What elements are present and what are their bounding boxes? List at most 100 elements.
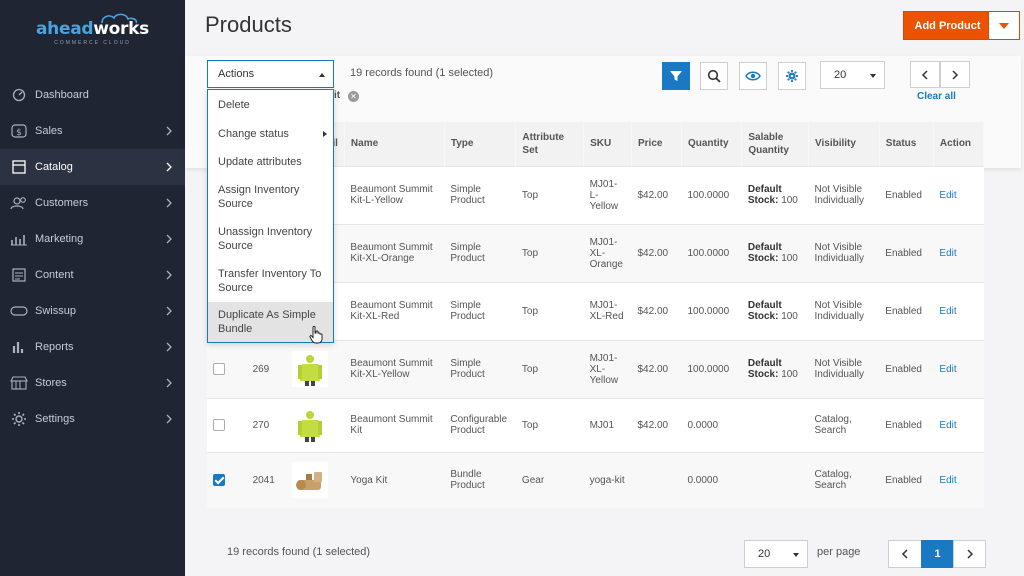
per-page-select-top[interactable]: 20 bbox=[820, 61, 885, 89]
columns-view-button[interactable] bbox=[739, 62, 767, 90]
menu-item-assign-inventory-source[interactable]: Assign Inventory Source bbox=[218, 184, 300, 210]
row-attribute-set: Top bbox=[515, 339, 584, 398]
col-quantity[interactable]: Quantity bbox=[681, 122, 743, 166]
row-name: Beaumont Summit Kit bbox=[344, 397, 445, 452]
caret-down-icon bbox=[999, 22, 1009, 29]
table-row: 2041 Yoga Kit Bundle Product Gear yoga-k… bbox=[207, 451, 984, 508]
add-product-button[interactable]: Add Product bbox=[903, 11, 1020, 40]
sidebar-item-dashboard[interactable]: Dashboard bbox=[0, 77, 185, 113]
sidebar-item-sales[interactable]: $ Sales bbox=[0, 113, 185, 149]
actions-select[interactable]: Actions bbox=[207, 60, 334, 88]
row-visibility: Catalog, Search bbox=[808, 451, 880, 508]
sidebar-item-catalog[interactable]: Catalog bbox=[0, 149, 185, 185]
row-sku: MJ01-XL-Red bbox=[583, 281, 632, 340]
next-page-button-bottom[interactable] bbox=[953, 540, 986, 568]
prev-page-button-bottom[interactable] bbox=[888, 540, 922, 568]
col-name[interactable]: Name bbox=[344, 122, 445, 166]
edit-link[interactable]: Edit bbox=[939, 363, 957, 375]
row-action-cell: Edit bbox=[933, 451, 984, 508]
caret-down-icon bbox=[870, 74, 876, 78]
row-attribute-set: Gear bbox=[515, 451, 584, 508]
sidebar-item-settings[interactable]: Settings bbox=[0, 401, 185, 437]
row-salable-quantity bbox=[741, 451, 809, 508]
menu-item-update-attributes[interactable]: Update attributes bbox=[218, 156, 302, 168]
row-sku: MJ01 bbox=[583, 397, 632, 452]
edit-link[interactable]: Edit bbox=[939, 189, 957, 201]
col-status[interactable]: Status bbox=[879, 122, 934, 166]
sidebar-item-label: Customers bbox=[35, 197, 89, 209]
col-attribute-set[interactable]: Attribute Set bbox=[515, 122, 585, 166]
row-quantity: 100.0000 bbox=[681, 223, 742, 282]
chevron-right-icon bbox=[166, 126, 172, 136]
row-action-cell: Edit bbox=[933, 165, 984, 224]
edit-link[interactable]: Edit bbox=[939, 419, 957, 431]
col-type[interactable]: Type bbox=[444, 122, 517, 166]
settings-button[interactable] bbox=[778, 62, 806, 90]
edit-link[interactable]: Edit bbox=[939, 474, 957, 486]
search-button[interactable] bbox=[700, 62, 728, 90]
row-sku: MJ01-XL-Orange bbox=[583, 223, 632, 282]
next-page-button-top[interactable] bbox=[940, 61, 970, 88]
chevron-right-icon bbox=[166, 342, 172, 352]
sidebar-item-stores[interactable]: Stores bbox=[0, 365, 185, 401]
per-page-value: 20 bbox=[834, 69, 847, 81]
row-quantity: 0.0000 bbox=[681, 451, 742, 508]
edit-link[interactable]: Edit bbox=[939, 247, 957, 259]
row-price: $42.00 bbox=[631, 223, 682, 282]
page-title: Products bbox=[205, 12, 292, 37]
row-salable-quantity: Default Stock: 100 bbox=[741, 281, 809, 340]
sidebar-item-marketing[interactable]: Marketing bbox=[0, 221, 185, 257]
menu-item-delete[interactable]: Delete bbox=[218, 99, 250, 111]
row-checkbox[interactable] bbox=[213, 474, 225, 487]
sidebar-item-reports[interactable]: Reports bbox=[0, 329, 185, 365]
prev-page-button-top[interactable] bbox=[910, 61, 940, 88]
edit-link[interactable]: Edit bbox=[939, 305, 957, 317]
row-checkbox[interactable] bbox=[213, 419, 225, 431]
row-visibility: Not Visible Individually bbox=[808, 339, 880, 398]
content-icon bbox=[10, 266, 28, 284]
col-visibility[interactable]: Visibility bbox=[808, 122, 880, 166]
add-product-split-toggle[interactable] bbox=[988, 12, 1019, 39]
remove-filter-icon[interactable]: ✕ bbox=[348, 91, 359, 102]
sidebar-item-content[interactable]: Content bbox=[0, 257, 185, 293]
gear-icon bbox=[10, 410, 28, 428]
clear-all-link[interactable]: Clear all bbox=[917, 91, 956, 102]
row-action-cell: Edit bbox=[933, 339, 984, 398]
menu-item-transfer-inventory-to-source[interactable]: Transfer Inventory To Source bbox=[218, 268, 322, 294]
row-price: $42.00 bbox=[631, 397, 682, 452]
row-price: $42.00 bbox=[631, 339, 682, 398]
sidebar-item-label: Content bbox=[35, 269, 74, 281]
actions-select-label: Actions bbox=[218, 68, 255, 80]
row-name: Beaumont Summit Kit-L-Yellow bbox=[344, 165, 445, 224]
per-page-label: per page bbox=[817, 546, 861, 558]
sidebar-item-customers[interactable]: Customers bbox=[0, 185, 185, 221]
row-quantity: 100.0000 bbox=[681, 339, 742, 398]
chevron-left-icon bbox=[921, 69, 928, 80]
current-page-indicator[interactable]: 1 bbox=[921, 540, 954, 568]
chevron-right-icon bbox=[966, 549, 973, 559]
sidebar-item-label: Catalog bbox=[35, 161, 73, 173]
menu-item-duplicate-as-simple-bundle[interactable]: Duplicate As Simple Bundle bbox=[208, 302, 333, 342]
row-salable-quantity: Default Stock: 100 bbox=[741, 165, 809, 224]
filter-button[interactable] bbox=[662, 62, 690, 90]
row-visibility: Not Visible Individually bbox=[808, 223, 880, 282]
menu-item-change-status[interactable]: Change status bbox=[208, 120, 333, 148]
row-id: 269 bbox=[246, 339, 287, 398]
menu-item-unassign-inventory-source[interactable]: Unassign Inventory Source bbox=[218, 226, 313, 252]
sidebar-nav: Dashboard $ Sales Catalog Customers bbox=[0, 77, 185, 437]
cloud-logo-icon bbox=[101, 13, 138, 24]
logo-wordmark: aheadworks bbox=[36, 18, 149, 39]
logo[interactable]: aheadworks COMMERCE CLOUD bbox=[0, 0, 185, 60]
chevron-right-icon bbox=[166, 198, 172, 208]
row-type: Simple Product bbox=[444, 223, 516, 282]
row-checkbox[interactable] bbox=[213, 363, 225, 375]
per-page-select-bottom[interactable]: 20 bbox=[744, 540, 808, 568]
row-quantity: 0.0000 bbox=[681, 397, 742, 452]
col-salable-quantity[interactable]: Salable Quantity bbox=[741, 122, 809, 166]
chevron-right-icon bbox=[952, 69, 959, 80]
col-price[interactable]: Price bbox=[631, 122, 682, 166]
sidebar-item-swissup[interactable]: Swissup bbox=[0, 293, 185, 329]
col-sku[interactable]: SKU bbox=[583, 122, 632, 166]
sidebar-item-label: Swissup bbox=[35, 305, 76, 317]
chevron-left-icon bbox=[901, 549, 908, 559]
